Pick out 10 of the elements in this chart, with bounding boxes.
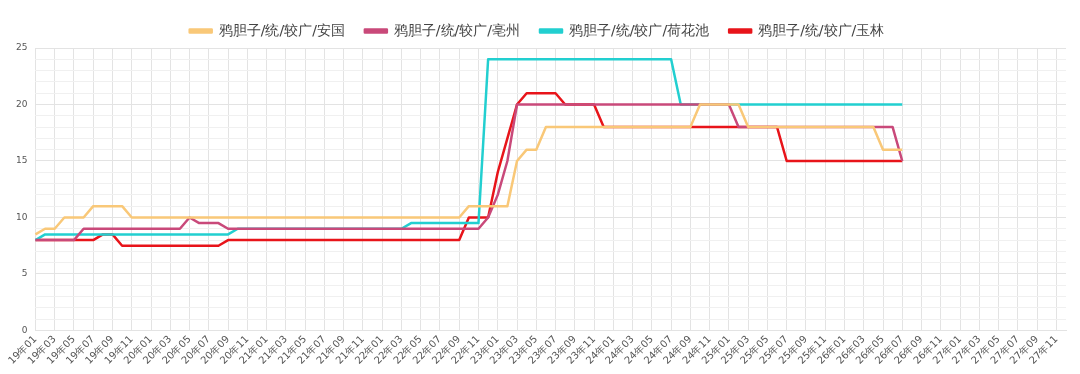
y-tick-label: 5 xyxy=(21,268,28,279)
y-tick-label: 15 xyxy=(16,155,28,166)
legend-label: 鸦胆子/统/较广/安国 xyxy=(218,21,345,38)
y-tick-label: 10 xyxy=(16,211,28,222)
y-tick-label: 0 xyxy=(21,324,28,335)
y-tick-label: 25 xyxy=(16,42,28,53)
legend-label: 鸦胆子/统/较广/玉林 xyxy=(758,21,885,38)
y-tick-label: 20 xyxy=(16,98,28,109)
legend-label: 鸦胆子/统/较广/亳州 xyxy=(393,21,521,38)
legend-label: 鸦胆子/统/较广/荷花池 xyxy=(569,21,710,38)
